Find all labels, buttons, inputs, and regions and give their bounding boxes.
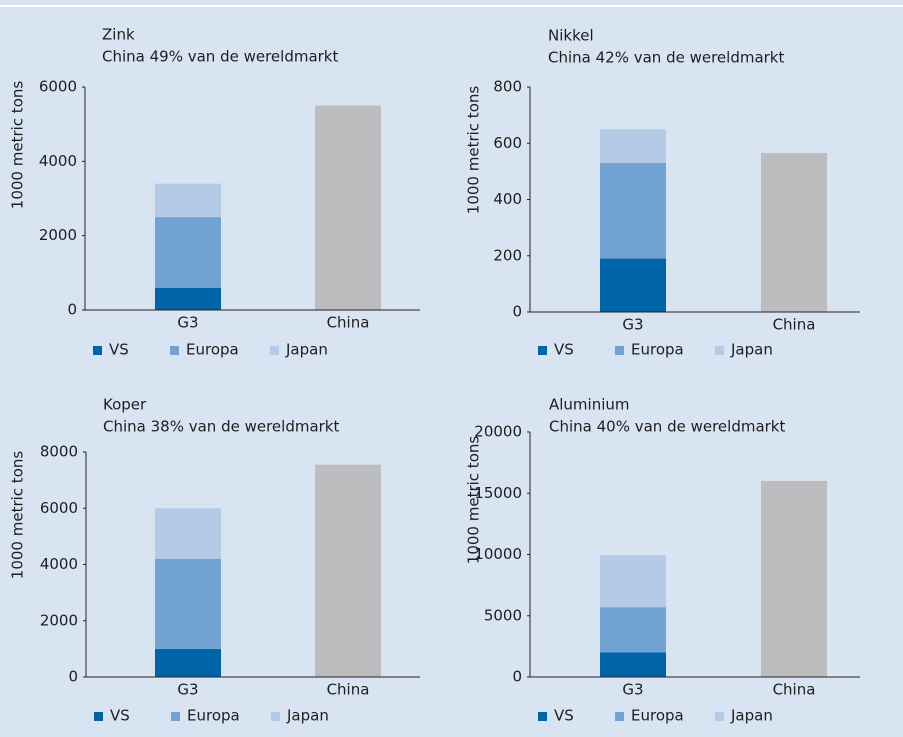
y-tick-label: 20000 xyxy=(474,423,522,441)
y-tick-label: 5000 xyxy=(484,606,522,624)
legend-swatch xyxy=(715,346,724,355)
y-axis-label: 1000 metric tons xyxy=(9,81,27,210)
legend-label: Europa xyxy=(187,707,240,725)
y-tick-label: 8000 xyxy=(40,443,78,461)
chart-title: Nikkel xyxy=(548,27,594,45)
y-tick-label: 600 xyxy=(493,134,522,152)
bar-segment xyxy=(600,162,666,259)
bar-segment xyxy=(600,652,666,677)
y-tick-label: 800 xyxy=(493,78,522,96)
chart-title: Koper xyxy=(103,396,147,414)
x-tick-label: China xyxy=(327,314,370,332)
legend-swatch xyxy=(538,712,547,721)
y-axis-label: 1000 metric tons xyxy=(465,436,483,565)
y-tick-label: 6000 xyxy=(40,499,78,517)
legend-label: Japan xyxy=(286,707,329,725)
x-tick-label: G3 xyxy=(177,681,198,699)
legend-label: Japan xyxy=(285,341,328,359)
y-tick-label: 2000 xyxy=(39,226,77,244)
legend-label: Japan xyxy=(730,341,773,359)
y-tick-label: 0 xyxy=(512,303,522,321)
y-tick-label: 0 xyxy=(67,301,77,319)
chart-subtitle: China 40% van de wereldmarkt xyxy=(549,418,785,436)
legend-label: Europa xyxy=(631,341,684,359)
legend-label: Europa xyxy=(631,707,684,725)
bar-segment xyxy=(761,153,827,312)
legend-swatch xyxy=(271,712,280,721)
legend-swatch xyxy=(538,346,547,355)
bar-segment xyxy=(761,481,827,677)
legend-swatch xyxy=(270,346,279,355)
bar-segment xyxy=(315,105,381,310)
legend-swatch xyxy=(715,712,724,721)
y-tick-label: 0 xyxy=(512,668,522,686)
y-tick-label: 400 xyxy=(493,190,522,208)
legend-swatch xyxy=(615,712,624,721)
bar-segment xyxy=(600,607,666,653)
y-tick-label: 200 xyxy=(493,246,522,264)
y-axis-label: 1000 metric tons xyxy=(465,86,483,215)
legend-swatch xyxy=(615,346,624,355)
bar-segment xyxy=(600,129,666,163)
bar-segment xyxy=(155,508,221,559)
legend-swatch xyxy=(93,346,102,355)
bar-segment xyxy=(155,648,221,677)
x-tick-label: G3 xyxy=(177,314,198,332)
x-tick-label: China xyxy=(773,316,816,334)
bar-segment xyxy=(600,555,666,608)
legend-label: Europa xyxy=(186,341,239,359)
chart-title: Zink xyxy=(102,26,135,44)
bar-segment xyxy=(600,258,666,312)
y-tick-label: 6000 xyxy=(39,78,77,96)
bar-segment xyxy=(155,217,221,288)
legend-swatch xyxy=(170,346,179,355)
x-tick-label: G3 xyxy=(622,316,643,334)
legend-label: VS xyxy=(109,341,129,359)
legend-label: VS xyxy=(554,341,574,359)
legend-label: VS xyxy=(554,707,574,725)
x-tick-label: China xyxy=(773,681,816,699)
legend-label: Japan xyxy=(730,707,773,725)
legend-label: VS xyxy=(110,707,130,725)
y-tick-label: 4000 xyxy=(40,555,78,573)
bar-segment xyxy=(315,464,381,677)
y-tick-label: 4000 xyxy=(39,152,77,170)
x-tick-label: G3 xyxy=(622,681,643,699)
bar-segment xyxy=(155,183,221,218)
legend-swatch xyxy=(171,712,180,721)
y-axis-label: 1000 metric tons xyxy=(9,451,27,580)
chart-subtitle: China 49% van de wereldmarkt xyxy=(102,48,338,66)
chart-subtitle: China 42% van de wereldmarkt xyxy=(548,49,784,67)
x-tick-label: China xyxy=(327,681,370,699)
bar-segment xyxy=(155,287,221,310)
chart-title: Aluminium xyxy=(549,396,630,414)
chart-subtitle: China 38% van de wereldmarkt xyxy=(103,418,339,436)
bar-segment xyxy=(155,558,221,649)
legend-swatch xyxy=(94,712,103,721)
y-tick-label: 15000 xyxy=(474,484,522,502)
y-tick-label: 2000 xyxy=(40,611,78,629)
y-tick-label: 0 xyxy=(68,668,78,686)
y-tick-label: 10000 xyxy=(474,545,522,563)
